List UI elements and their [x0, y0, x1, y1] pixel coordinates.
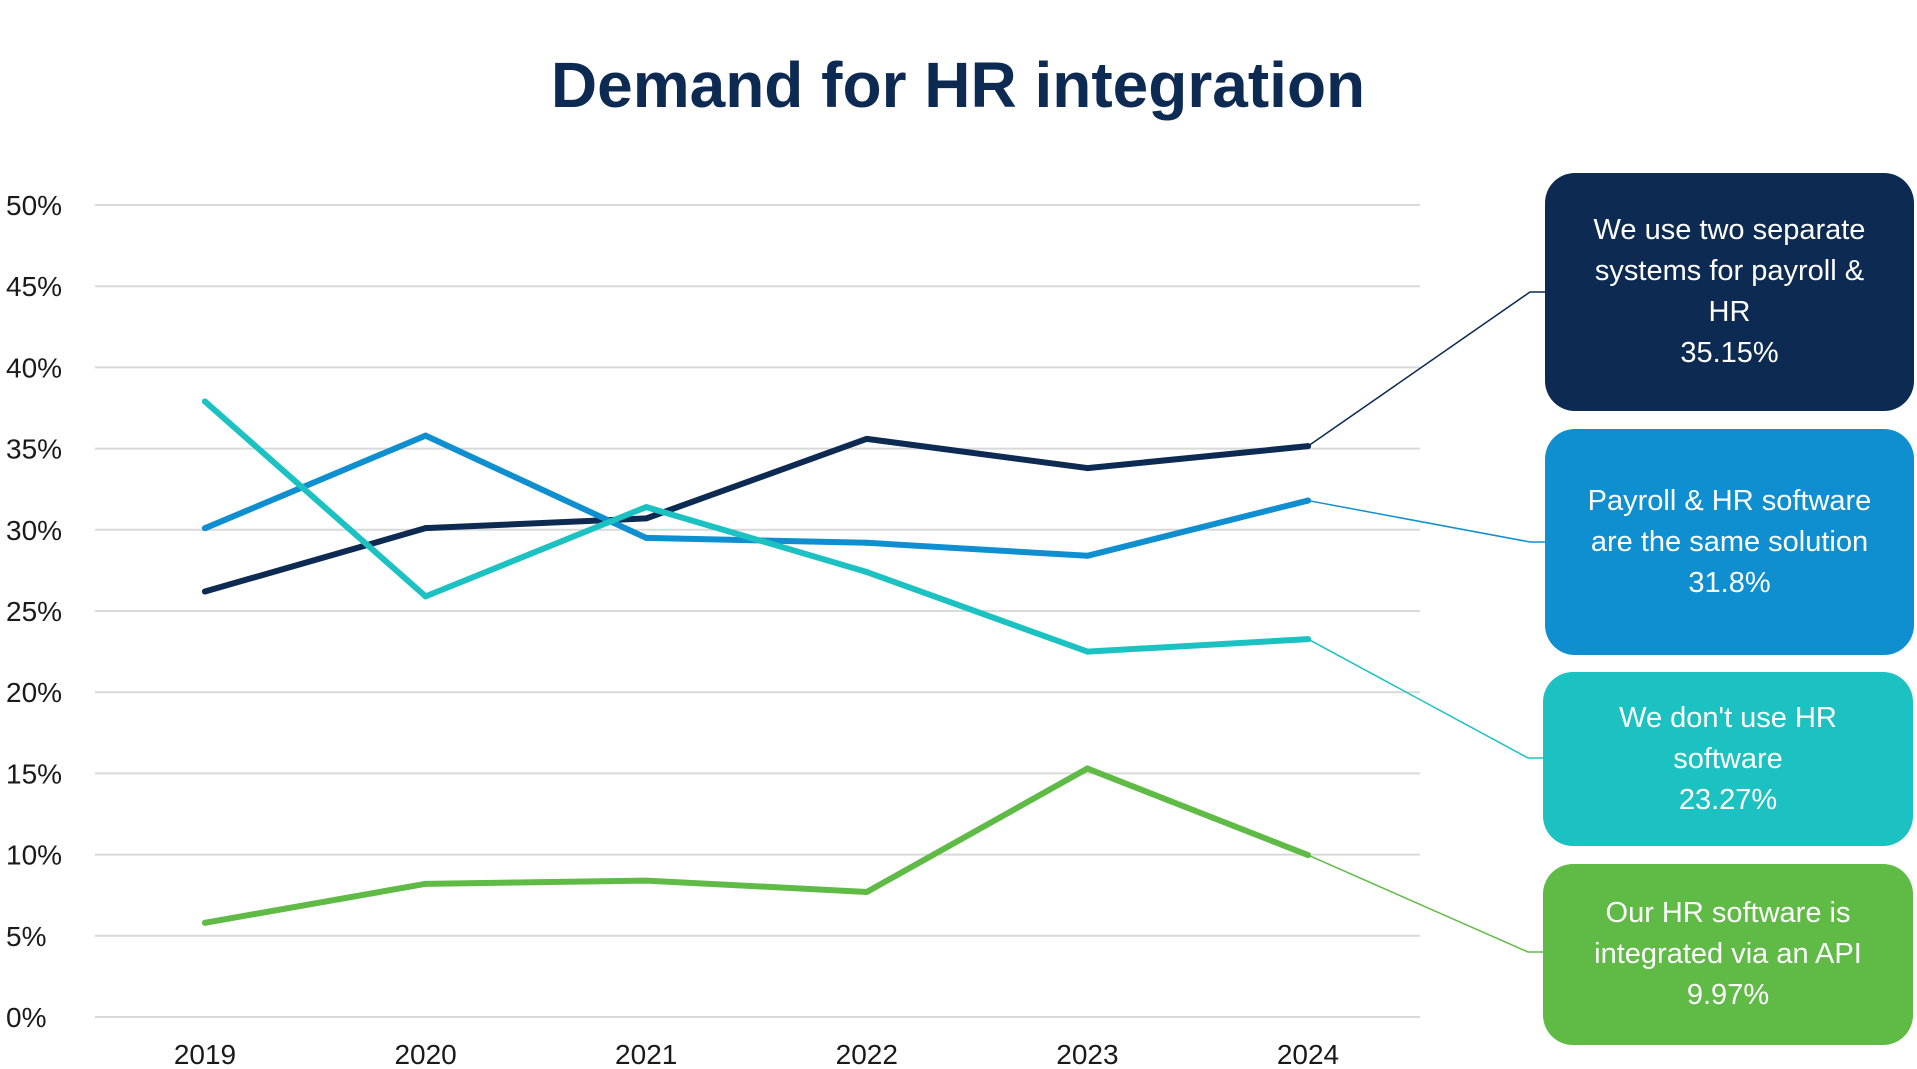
y-tick-label: 0% [6, 1002, 46, 1033]
data-point [422, 525, 429, 532]
x-tick-label: 2021 [615, 1039, 677, 1069]
data-point [202, 588, 208, 595]
data-point [1084, 552, 1091, 559]
series-label: integrated via an API [1594, 938, 1862, 970]
series-value-label: 23.27% [1678, 783, 1778, 816]
y-tick-label: 35% [6, 434, 62, 465]
series-label: HR [1708, 296, 1751, 328]
x-tick-label: 2024 [1277, 1039, 1339, 1069]
series-label: software [1673, 742, 1783, 775]
series-callout: Payroll & HR software are the same soluti… [1545, 429, 1914, 655]
series-line [202, 435, 1311, 595]
data-point [863, 539, 870, 546]
data-point [643, 877, 650, 884]
data-point [1084, 765, 1091, 772]
data-point [643, 534, 650, 541]
series-callout: We use two separate systems for payroll &… [1545, 173, 1914, 411]
data-point [1305, 443, 1311, 450]
y-tick-label: 40% [6, 352, 62, 383]
chart-title: Demand for HR integration [551, 49, 1365, 121]
data-point [202, 398, 208, 405]
series-callout: Our HR software is integrated via an API 9… [1543, 864, 1913, 1045]
data-point [863, 888, 870, 895]
series-label: We don't use HR [1619, 701, 1837, 734]
data-point [1305, 497, 1311, 504]
x-tick-label: 2020 [394, 1039, 456, 1069]
y-tick-label: 5% [6, 921, 46, 952]
series-callout: We don't use HR software 23.27% [1543, 672, 1913, 846]
series-label: systems for payroll & [1594, 255, 1865, 287]
data-point [1305, 852, 1311, 859]
series-label: are the same solution [1590, 525, 1869, 558]
series-label: Our HR software is [1605, 897, 1851, 929]
series-label: We use two separate [1593, 214, 1866, 246]
data-point [863, 569, 870, 576]
leader-line [1307, 638, 1543, 759]
series-lines [202, 398, 1311, 926]
x-axis-ticks: 2019 2020 2021 2022 2023 2024 [174, 1039, 1339, 1069]
series-value-label: 9.97% [1686, 979, 1770, 1011]
y-tick-label: 45% [6, 271, 62, 302]
series-label: Payroll & HR software [1587, 484, 1872, 517]
y-tick-label: 30% [6, 515, 62, 546]
leader-line [1307, 499, 1545, 543]
data-point [422, 432, 429, 439]
y-axis-ticks: 0% 5% 10% 15% 20% 25% 30% 35% 40% 45% 50% [6, 190, 62, 1033]
gridlines [95, 204, 1420, 1018]
leader-line [1307, 854, 1543, 953]
data-point [1084, 648, 1091, 655]
series-value-label: 35.15% [1680, 337, 1779, 369]
x-tick-label: 2023 [1056, 1039, 1118, 1069]
callout-leaders [1307, 291, 1545, 953]
y-tick-label: 10% [6, 840, 62, 871]
data-point [202, 919, 208, 926]
data-point [643, 504, 650, 511]
series-line [202, 398, 1311, 655]
series-value-label: 31.8% [1688, 566, 1771, 599]
data-point [863, 435, 870, 442]
x-tick-label: 2022 [836, 1039, 898, 1069]
series-line [202, 765, 1311, 926]
data-point [1084, 465, 1091, 472]
x-tick-label: 2019 [174, 1039, 236, 1069]
y-tick-label: 15% [6, 758, 62, 789]
data-point [1305, 636, 1311, 643]
data-point [422, 593, 429, 600]
y-tick-label: 50% [6, 190, 62, 221]
y-tick-label: 20% [6, 677, 62, 708]
data-point [422, 880, 429, 887]
leader-line [1307, 291, 1545, 447]
data-point [643, 515, 650, 522]
y-tick-label: 25% [6, 596, 62, 627]
data-point [202, 525, 208, 532]
